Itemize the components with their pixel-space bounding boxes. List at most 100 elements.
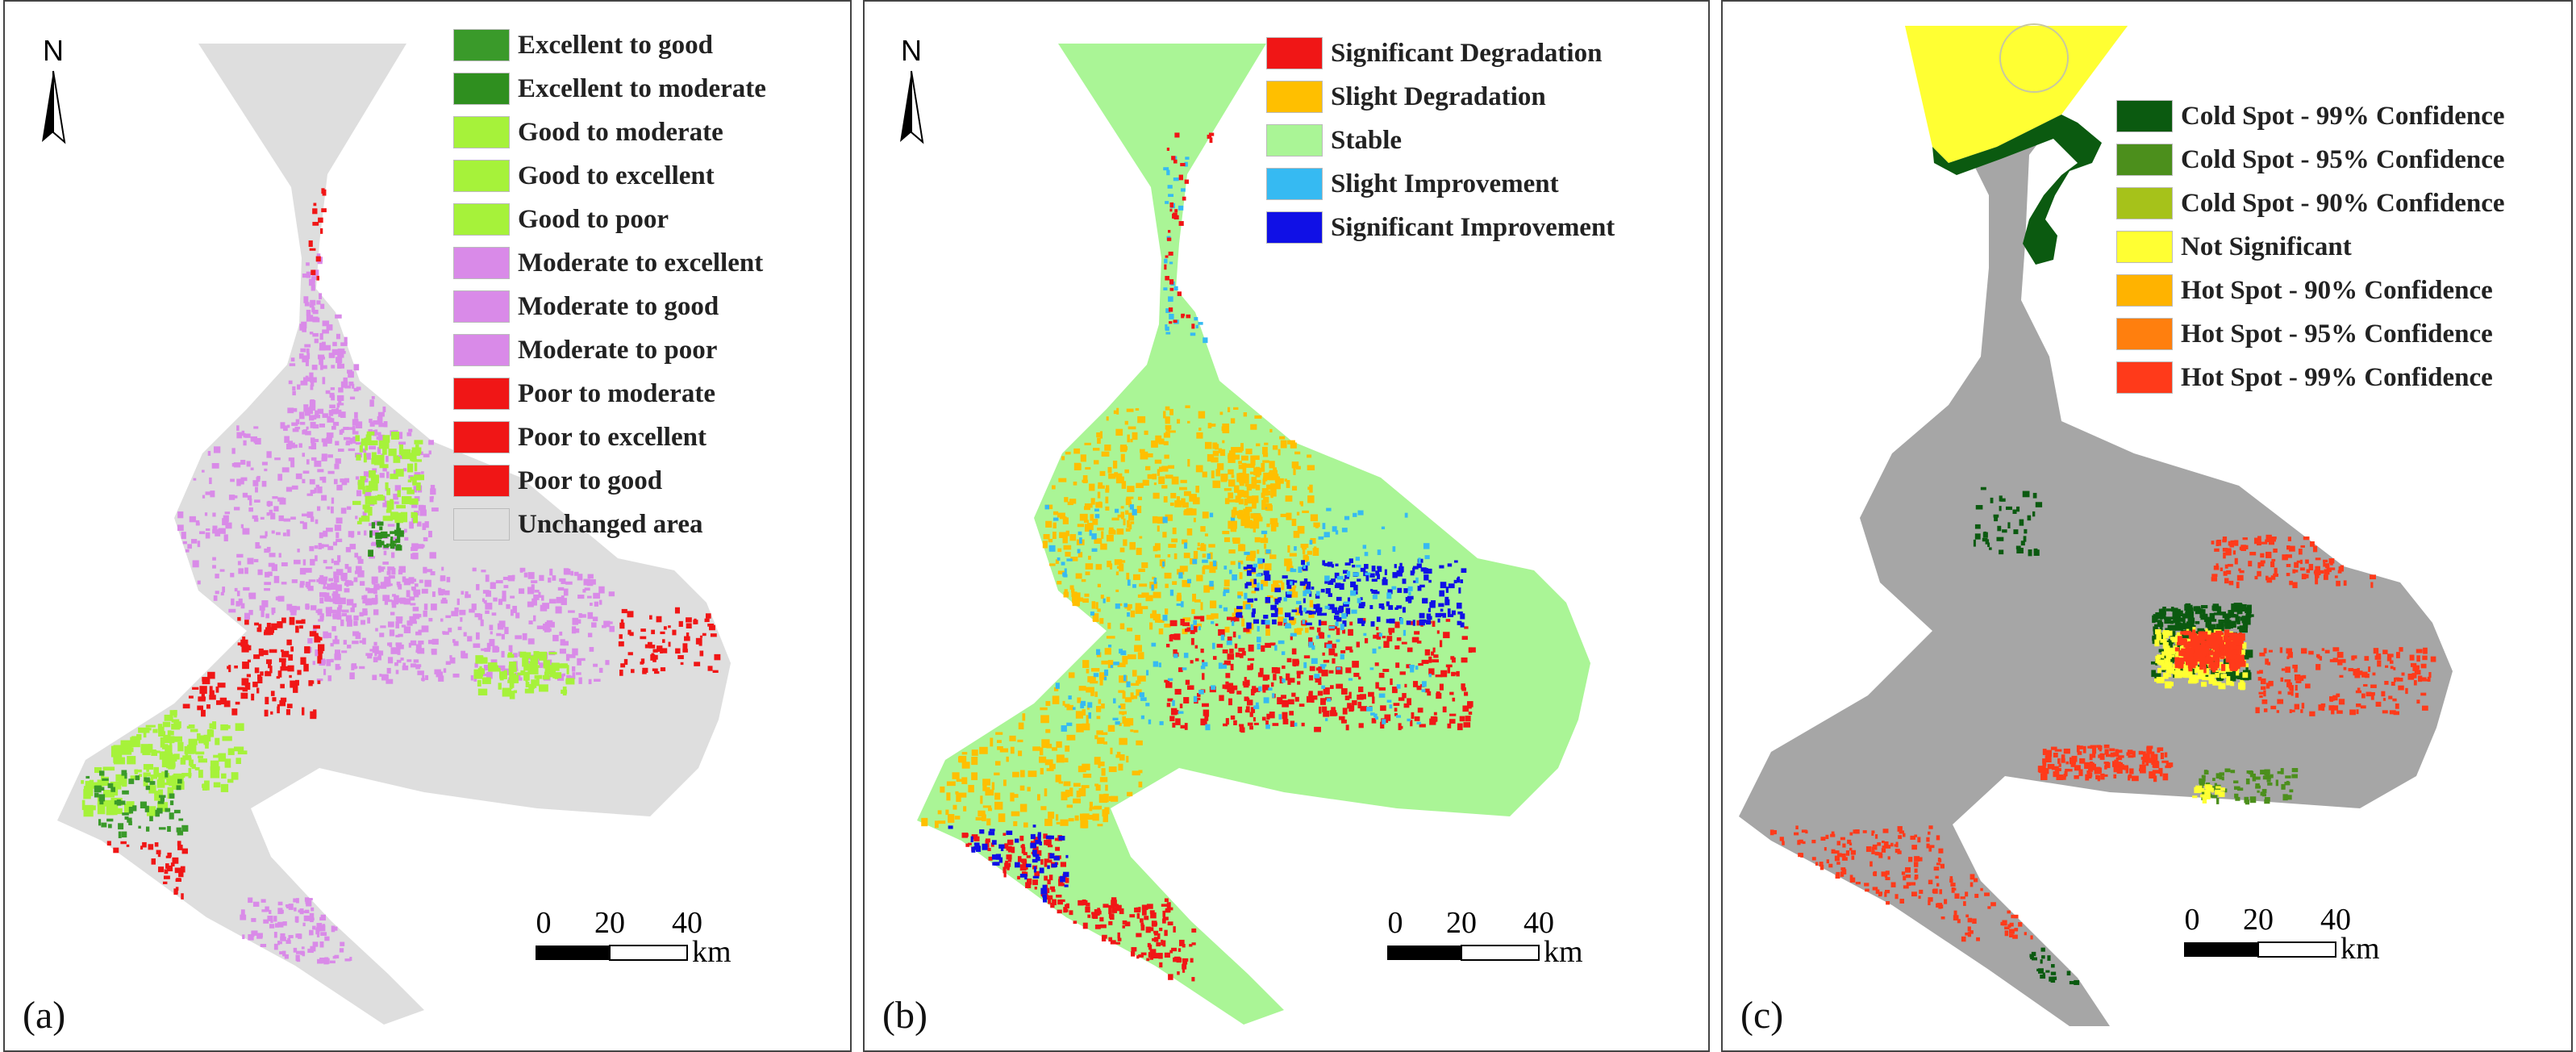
map-patch (1237, 490, 1244, 498)
map-patch (306, 582, 311, 589)
map-patch (1019, 804, 1027, 812)
map-patch (652, 649, 658, 653)
map-patch (299, 583, 304, 588)
map-patch (2157, 747, 2164, 751)
map-patch (1292, 580, 1298, 583)
map-patch (1295, 600, 1302, 604)
map-patch (1093, 460, 1099, 465)
map-patch (2207, 627, 2216, 637)
map-patch (2218, 619, 2224, 627)
map-patch (1076, 790, 1081, 798)
map-patch (1226, 640, 1232, 645)
map-patch (1230, 561, 1236, 566)
map-patch (1231, 616, 1236, 623)
map-patch (1332, 526, 1337, 532)
map-patch (415, 482, 421, 491)
map-patch (2301, 703, 2305, 709)
map-patch (1198, 411, 1206, 419)
map-patch (2071, 755, 2078, 762)
map-patch (572, 666, 576, 672)
map-patch (1411, 637, 1419, 643)
legend-label: Slight Improvement (1331, 169, 1559, 198)
map-patch (568, 610, 575, 613)
map-patch (1246, 622, 1252, 629)
map-patch (1164, 624, 1171, 628)
map-patch (552, 634, 559, 641)
map-patch (2329, 696, 2335, 701)
map-patch (180, 757, 186, 765)
map-patch (1185, 157, 1190, 160)
map-patch (1177, 291, 1182, 296)
map-patch (1315, 677, 1322, 683)
map-patch (1465, 716, 1471, 722)
map-patch (260, 516, 265, 520)
map-patch (1336, 628, 1340, 636)
map-patch (1273, 467, 1277, 474)
map-patch (1365, 574, 1369, 582)
map-patch (230, 573, 235, 578)
map-patch (284, 436, 290, 443)
map-patch (1124, 420, 1128, 425)
map-patch (1151, 584, 1154, 591)
map-patch (1128, 524, 1132, 530)
map-patch (1157, 469, 1161, 476)
map-patch (2180, 623, 2190, 630)
map-patch (2045, 755, 2052, 763)
map-patch (1289, 587, 1296, 592)
map-patch (1042, 894, 1047, 898)
map-patch (1427, 691, 1432, 696)
map-patch (1162, 532, 1167, 538)
map-patch (1207, 553, 1211, 560)
map-patch (1294, 628, 1302, 635)
map-patch (145, 785, 150, 791)
map-patch (377, 432, 381, 436)
map-patch (608, 591, 615, 597)
map-patch (278, 658, 286, 662)
map-patch (2113, 774, 2117, 779)
map-patch (1257, 549, 1260, 554)
map-patch (308, 579, 316, 582)
map-patch (1257, 625, 1260, 632)
map-patch (2165, 661, 2170, 664)
map-patch (272, 697, 277, 702)
map-patch (2349, 709, 2356, 716)
map-patch (1128, 512, 1135, 521)
map-patch (623, 658, 628, 666)
map-patch (271, 607, 276, 614)
map-patch (508, 665, 515, 675)
map-patch (1165, 428, 1170, 432)
map-patch (1246, 564, 1253, 570)
map-patch (1232, 620, 1235, 626)
map-patch (1119, 563, 1124, 572)
map-patch (1387, 589, 1393, 595)
map-patch (1101, 703, 1105, 709)
map-patch (363, 471, 369, 478)
map-patch (277, 595, 285, 602)
map-patch (302, 377, 311, 382)
map-patch (144, 805, 149, 812)
map-patch (1253, 690, 1256, 694)
map-patch (1371, 566, 1376, 572)
legend-label: Moderate to excellent (518, 248, 764, 278)
map-patch (393, 455, 398, 459)
map-patch (2142, 753, 2150, 761)
map-patch (1098, 482, 1103, 487)
map-patch (304, 646, 311, 653)
map-patch (2308, 650, 2314, 655)
map-patch (533, 594, 540, 600)
map-patch (206, 735, 211, 742)
map-patch (1037, 832, 1041, 837)
map-patch (382, 466, 387, 472)
map-patch (344, 385, 352, 389)
map-patch (1350, 590, 1357, 596)
map-patch (527, 601, 534, 607)
map-patch (334, 954, 340, 959)
map-patch (1165, 406, 1170, 411)
map-patch (215, 531, 221, 536)
map-patch (2413, 665, 2420, 670)
map-patch (1343, 578, 1346, 582)
map-patch (2085, 775, 2090, 780)
map-patch (2084, 762, 2091, 770)
map-patch (224, 737, 231, 741)
map-patch (241, 678, 249, 686)
